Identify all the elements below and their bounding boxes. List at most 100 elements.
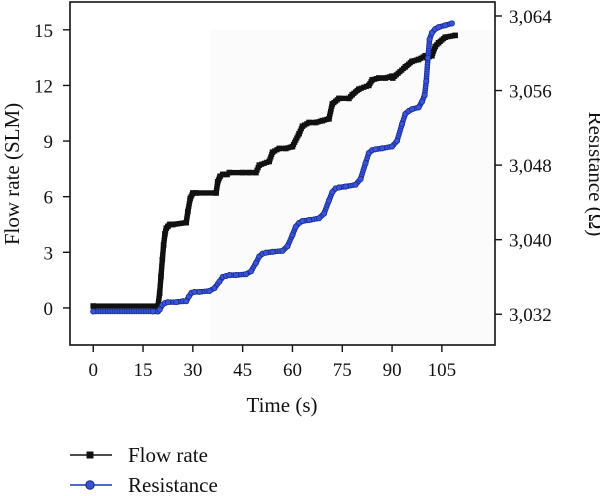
legend-item-resistance: Resistance — [70, 473, 218, 496]
x-tick-label: 45 — [233, 360, 252, 381]
data-point-flow-rate — [190, 190, 196, 196]
data-point-resistance — [357, 176, 364, 183]
data-point-resistance — [325, 197, 333, 204]
right-y-tick-label: 3,056 — [509, 82, 552, 103]
x-tick-label: 15 — [134, 360, 153, 381]
data-point-resistance — [379, 145, 386, 152]
left-y-tick-label: 12 — [34, 76, 53, 97]
data-point-resistance — [90, 308, 97, 315]
data-point-resistance — [289, 231, 296, 239]
data-point-flow-rate — [160, 242, 167, 248]
data-point-resistance — [426, 36, 433, 43]
legend-marker-resistance — [85, 480, 95, 490]
data-point-resistance — [448, 20, 455, 27]
right-y-axis-ticks: 3,032 3,040 3,048 3,056 3,064 — [495, 7, 552, 326]
data-point-flow-rate — [158, 273, 164, 280]
data-point-flow-rate — [435, 39, 442, 46]
x-tick-label: 75 — [333, 360, 352, 381]
legend-item-flow-rate: Flow rate — [70, 443, 208, 467]
right-y-tick-label: 3,032 — [509, 305, 552, 326]
data-point-resistance — [335, 184, 343, 191]
data-point-flow-rate — [402, 64, 409, 70]
data-point-flow-rate — [183, 219, 190, 226]
data-point-flow-rate — [306, 119, 312, 126]
x-tick-label: 60 — [283, 360, 302, 381]
data-point-flow-rate — [226, 169, 233, 176]
data-point-flow-rate — [319, 117, 326, 124]
data-point-resistance — [393, 137, 401, 144]
data-point-flow-rate — [432, 43, 439, 50]
data-point-flow-rate — [442, 34, 448, 41]
data-point-resistance — [315, 215, 323, 222]
data-point-resistance — [242, 271, 250, 278]
data-point-flow-rate — [299, 123, 306, 130]
data-point-flow-rate — [253, 169, 259, 176]
left-y-axis-title: Flow rate (SLM) — [0, 103, 24, 245]
legend-marker-flow-rate — [86, 451, 94, 459]
legend-label-resistance: Resistance — [128, 473, 218, 496]
data-point-resistance — [284, 243, 291, 250]
data-point-flow-rate — [326, 116, 332, 122]
data-point-flow-rate — [375, 75, 382, 81]
right-y-tick-label: 3,064 — [509, 7, 552, 28]
right-y-tick-label: 3,040 — [509, 231, 552, 252]
data-point-flow-rate — [289, 143, 296, 150]
data-point-resistance — [299, 217, 306, 225]
data-point-flow-rate — [159, 256, 166, 263]
left-y-tick-label: 3 — [44, 243, 54, 264]
data-point-flow-rate — [346, 95, 352, 102]
data-point-flow-rate — [369, 77, 375, 83]
data-point-resistance — [252, 259, 259, 267]
data-point-flow-rate — [187, 195, 193, 202]
x-tick-label: 90 — [383, 360, 402, 381]
data-point-flow-rate — [239, 169, 246, 176]
data-point-resistance — [372, 146, 379, 153]
data-point-resistance — [421, 92, 428, 99]
data-point-flow-rate — [429, 52, 435, 59]
series-resistance — [90, 20, 455, 315]
data-point-resistance — [149, 308, 157, 315]
data-point-resistance — [173, 299, 180, 306]
data-point-resistance — [269, 248, 276, 255]
data-point-flow-rate — [356, 86, 362, 92]
x-axis-ticks: 0 15 30 45 60 75 90 105 — [88, 345, 456, 381]
data-point-resistance — [352, 181, 359, 188]
series-layer — [90, 20, 458, 315]
plot-frame — [69, 1, 496, 346]
data-point-flow-rate — [296, 130, 302, 137]
data-point-flow-rate — [213, 190, 219, 196]
data-point-resistance — [424, 54, 431, 61]
data-point-resistance — [206, 287, 213, 294]
data-point-flow-rate — [415, 56, 422, 63]
data-point-flow-rate — [312, 119, 319, 126]
left-y-tick-label: 6 — [44, 188, 54, 209]
data-point-flow-rate — [452, 32, 458, 39]
right-y-axis-title: Resistance (Ω) — [584, 112, 600, 237]
data-point-flow-rate — [214, 179, 221, 185]
x-tick-label: 0 — [88, 360, 98, 381]
data-point-flow-rate — [366, 82, 372, 89]
data-point-flow-rate — [156, 290, 163, 296]
legend-label-flow-rate: Flow rate — [128, 443, 208, 467]
data-point-resistance — [262, 249, 269, 256]
data-point-resistance — [428, 29, 435, 36]
x-tick-label: 105 — [428, 360, 457, 381]
left-y-tick-label: 9 — [44, 132, 54, 153]
x-tick-label: 30 — [183, 360, 202, 381]
series-flow-rate — [90, 32, 458, 309]
data-point-resistance — [418, 98, 426, 105]
data-point-resistance — [226, 272, 233, 279]
data-point-resistance — [196, 288, 203, 295]
data-point-flow-rate — [185, 208, 191, 215]
data-point-flow-rate — [269, 149, 276, 155]
data-point-flow-rate — [349, 91, 356, 98]
data-point-resistance — [398, 121, 406, 128]
data-point-flow-rate — [90, 303, 97, 309]
left-y-tick-label: 15 — [34, 21, 53, 42]
data-point-flow-rate — [389, 75, 396, 81]
marker-flow-rate — [186, 203, 192, 209]
data-point-resistance — [279, 247, 286, 254]
data-point-resistance — [342, 183, 349, 190]
data-point-resistance — [435, 24, 442, 31]
